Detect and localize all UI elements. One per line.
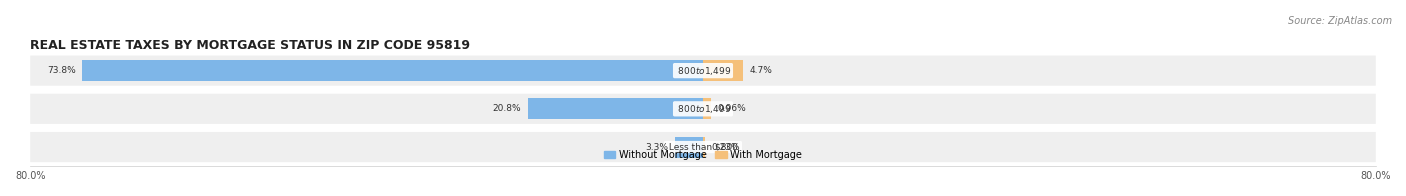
FancyBboxPatch shape: [31, 94, 1375, 124]
Text: 0.23%: 0.23%: [711, 142, 741, 152]
Text: 4.7%: 4.7%: [749, 66, 772, 75]
Legend: Without Mortgage, With Mortgage: Without Mortgage, With Mortgage: [600, 146, 806, 164]
Text: 3.3%: 3.3%: [645, 142, 668, 152]
Text: $800 to $1,499: $800 to $1,499: [675, 65, 731, 77]
Bar: [703, 98, 711, 119]
Text: Less than $800: Less than $800: [665, 142, 741, 152]
Bar: [529, 98, 703, 119]
Text: $800 to $1,499: $800 to $1,499: [675, 103, 731, 115]
Bar: [703, 60, 742, 81]
Text: REAL ESTATE TAXES BY MORTGAGE STATUS IN ZIP CODE 95819: REAL ESTATE TAXES BY MORTGAGE STATUS IN …: [31, 39, 470, 52]
Text: Source: ZipAtlas.com: Source: ZipAtlas.com: [1288, 16, 1392, 26]
Bar: [83, 60, 703, 81]
Text: 0.96%: 0.96%: [718, 104, 747, 113]
Text: 73.8%: 73.8%: [46, 66, 76, 75]
Bar: [675, 137, 703, 158]
FancyBboxPatch shape: [31, 55, 1375, 86]
FancyBboxPatch shape: [31, 132, 1375, 162]
Text: 20.8%: 20.8%: [492, 104, 522, 113]
Bar: [703, 137, 704, 158]
